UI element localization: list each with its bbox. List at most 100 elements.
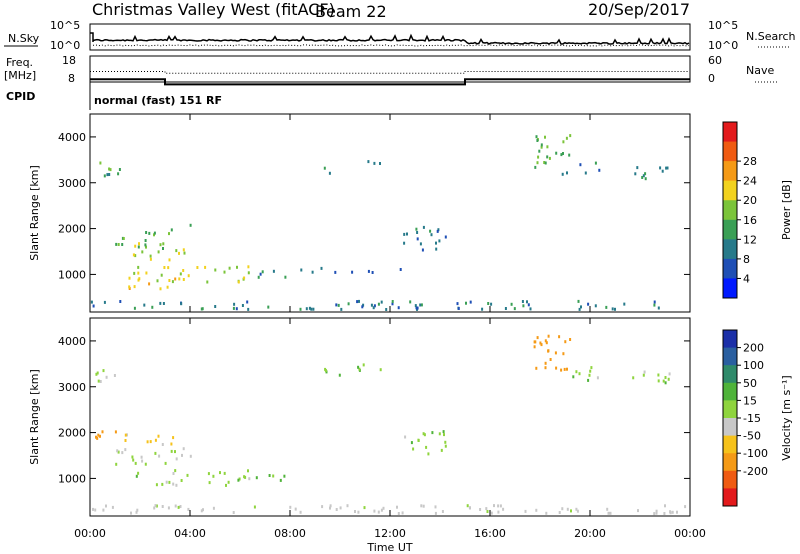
power-cell xyxy=(103,174,106,178)
vel-cell xyxy=(146,440,149,444)
power-cell xyxy=(108,167,111,171)
power-cell xyxy=(168,232,170,236)
vel-cell xyxy=(417,438,420,442)
colorbar-swatch xyxy=(723,435,737,454)
vel-cell xyxy=(346,504,349,508)
freq-label-line2: [MHz] xyxy=(4,69,36,82)
vel-cell xyxy=(102,508,105,512)
vel-cell xyxy=(590,366,593,370)
power-cell xyxy=(143,303,146,307)
vel-cell xyxy=(544,366,547,370)
vel-cell xyxy=(155,483,158,487)
power-cell xyxy=(189,223,192,227)
colorbar-tick-label: 28 xyxy=(743,155,757,168)
power-panel: Slant Range [km] 1000 2000 3000 4000 xyxy=(28,113,691,313)
power-cell xyxy=(137,271,140,275)
x-tick-label: 20:00 xyxy=(574,527,606,540)
vel-cell xyxy=(134,461,137,465)
power-cell xyxy=(178,251,180,255)
colorbar-frame xyxy=(722,121,738,299)
colorbar-swatch xyxy=(723,219,737,240)
vel-cell xyxy=(268,474,271,477)
vel-cell xyxy=(547,349,550,353)
power-cell xyxy=(115,242,118,246)
x-tick-label: 00:00 xyxy=(74,527,106,540)
power-cell xyxy=(644,177,647,181)
vel-cell xyxy=(412,447,415,451)
power-cell xyxy=(137,245,140,249)
power-cell xyxy=(328,171,331,175)
power-cell xyxy=(429,229,432,233)
vel-cell xyxy=(170,449,173,453)
power-cell xyxy=(148,282,151,286)
vel-cell xyxy=(539,341,542,345)
power-cell xyxy=(526,300,528,304)
colorbar-tick-label: 15 xyxy=(743,394,757,407)
power-cell xyxy=(153,233,155,237)
vel-cell xyxy=(174,450,176,454)
power-cell xyxy=(403,232,406,236)
power-cell xyxy=(145,245,147,249)
power-cell xyxy=(171,280,174,284)
power-cell xyxy=(320,266,323,270)
power-cell xyxy=(156,279,159,283)
vel-cell xyxy=(131,455,134,459)
power-ytick-label: 4000 xyxy=(58,131,86,144)
power-cell xyxy=(133,306,136,310)
power-cell xyxy=(544,135,546,139)
power-y-axis-label: Slant Range [km] xyxy=(28,165,41,261)
power-cell xyxy=(379,162,381,165)
vel-cell xyxy=(533,345,536,349)
power-cell xyxy=(536,161,539,165)
nave-label: Nave xyxy=(746,64,774,77)
vel-cell xyxy=(182,447,185,451)
vel-cell xyxy=(485,507,488,511)
vel-cell xyxy=(335,508,338,511)
colorbar-swatch xyxy=(723,161,737,182)
vel-cell xyxy=(466,504,469,508)
vel-cell xyxy=(535,508,538,512)
vel-cell xyxy=(177,505,180,509)
vel-cell xyxy=(444,444,447,448)
vel-cell xyxy=(155,504,158,508)
nsky-label: N.Sky xyxy=(8,32,40,45)
vel-cell xyxy=(354,510,356,513)
vel-cell xyxy=(671,510,674,514)
colorbar-swatch xyxy=(723,470,737,489)
velocity-colorbar: 200 100 50 15 -15 -50 -100 -200 xyxy=(722,329,768,507)
vel-cell xyxy=(479,508,482,511)
power-cell xyxy=(337,303,340,307)
power-cell xyxy=(118,168,121,171)
power-cell xyxy=(138,277,141,281)
vel-cell xyxy=(255,476,258,480)
power-cell xyxy=(167,266,170,270)
power-cell xyxy=(358,299,360,303)
power-cell xyxy=(159,243,162,247)
power-cell xyxy=(204,265,207,269)
power-cell xyxy=(543,161,546,164)
velocity-y-axis-label: Slant Range [km] xyxy=(28,369,41,465)
vel-cell xyxy=(637,509,639,513)
power-cell xyxy=(117,172,120,176)
vel-cell xyxy=(422,432,425,436)
vel-cell xyxy=(172,472,175,475)
nsearch-series-line xyxy=(92,44,690,47)
vel-cell xyxy=(294,507,297,511)
vel-cell xyxy=(95,435,97,439)
vel-cell xyxy=(589,369,592,373)
power-cell xyxy=(540,145,543,149)
power-cell xyxy=(416,306,419,310)
power-cell xyxy=(162,242,165,246)
power-cell xyxy=(415,306,418,310)
colorbar-tick-label: 24 xyxy=(743,175,757,188)
power-cell xyxy=(300,268,303,272)
power-cell xyxy=(546,155,549,159)
vel-cell xyxy=(443,433,445,437)
colorbar-tick-label: -200 xyxy=(743,465,768,478)
power-cell xyxy=(157,250,160,254)
colorbar-tick-label: 8 xyxy=(743,253,750,266)
power-cell xyxy=(90,300,93,304)
nave-series-line xyxy=(90,70,690,74)
vel-cell xyxy=(438,432,441,436)
vel-cell xyxy=(121,451,124,455)
